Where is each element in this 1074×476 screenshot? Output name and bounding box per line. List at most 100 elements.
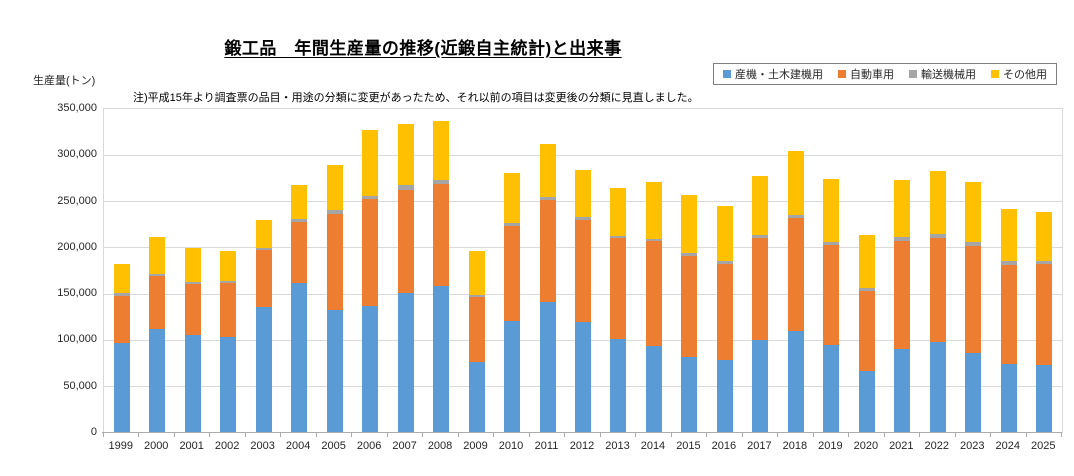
- x-axis-tick: [351, 433, 353, 437]
- x-axis-tick: [209, 433, 211, 437]
- x-tick-label: 2009: [463, 440, 488, 452]
- y-tick-label: 100,000: [57, 333, 97, 346]
- x-tick-label: 2001: [179, 440, 204, 452]
- bar-segment: [716, 359, 733, 433]
- bar-segment: [433, 285, 450, 433]
- x-tick-label: 2022: [924, 440, 950, 452]
- bar-segment: [645, 345, 662, 433]
- legend-swatch: [838, 70, 846, 78]
- bar-segment: [1036, 365, 1053, 433]
- bar-segment: [184, 283, 201, 335]
- bar-segment: [255, 249, 272, 308]
- bar-segment: [504, 172, 521, 223]
- legend-item-label: 産機・土木建機用: [735, 69, 823, 81]
- bar-segment: [291, 219, 308, 222]
- bar-segment: [681, 256, 698, 358]
- bar-segment: [823, 242, 840, 246]
- x-axis-tick: [422, 433, 424, 437]
- bar-segment: [468, 361, 485, 433]
- bar-segment: [610, 338, 627, 433]
- legend-swatch: [991, 70, 999, 78]
- bar-segment: [362, 306, 379, 433]
- x-tick-label: 2002: [214, 440, 240, 452]
- x-tick-label: 2015: [676, 440, 701, 452]
- bar-segment: [681, 195, 698, 254]
- legend-swatch: [723, 70, 731, 78]
- legend: 産機・土木建機用 自動車用 輸送機械用 その他用: [713, 63, 1057, 85]
- bar-segment: [113, 295, 130, 344]
- bar-segment: [326, 309, 343, 433]
- bar-segment: [255, 307, 272, 433]
- bar-segment: [255, 247, 272, 250]
- bar-segment: [858, 287, 875, 292]
- x-tick-label: 2008: [427, 440, 453, 452]
- bar-segment: [149, 329, 166, 433]
- x-axis-tick: [564, 433, 566, 437]
- bar-segment: [752, 340, 769, 433]
- x-tick-label: 2014: [640, 440, 666, 452]
- legend-item: 自動車用: [838, 66, 894, 82]
- bar-segment: [894, 180, 911, 237]
- bar-segment: [1000, 264, 1017, 365]
- x-axis-tick: [386, 433, 388, 437]
- bar-segment: [504, 320, 521, 433]
- x-axis-tick: [848, 433, 850, 437]
- bar-segment: [184, 282, 201, 284]
- y-tick-label: 150,000: [57, 287, 97, 300]
- bar-segment: [752, 237, 769, 341]
- x-axis-tick: [493, 433, 495, 437]
- bar-segment: [716, 260, 733, 264]
- legend-swatch: [909, 70, 917, 78]
- bar-segment: [468, 250, 485, 296]
- bar-segment: [965, 246, 982, 354]
- bar-segment: [433, 183, 450, 286]
- bar-segment: [716, 263, 733, 360]
- bar-segment: [326, 213, 343, 310]
- legend-item: 産機・土木建機用: [723, 66, 823, 82]
- bar-segment: [504, 222, 521, 226]
- bar-segment: [858, 291, 875, 371]
- bar-segment: [787, 214, 804, 219]
- x-tick-label: 2011: [534, 440, 559, 452]
- x-tick-label: 2004: [285, 440, 311, 452]
- bar-segment: [929, 237, 946, 343]
- bar-segment: [575, 217, 591, 221]
- bar-segment: [787, 331, 804, 433]
- bar-segment: [610, 187, 627, 236]
- bar-segment: [965, 182, 982, 243]
- x-tick-label: 2024: [995, 440, 1020, 452]
- x-axis-tick: [280, 433, 282, 437]
- bar-segment: [362, 198, 379, 307]
- legend-item-label: 輸送機械用: [921, 69, 976, 81]
- bar-segment: [397, 184, 414, 190]
- bar-segment: [894, 241, 911, 349]
- x-axis-tick: [244, 433, 246, 437]
- legend-item: その他用: [991, 66, 1047, 82]
- plot-area: [103, 108, 1063, 433]
- bar-segment: [575, 170, 591, 218]
- bar-segment: [929, 233, 946, 238]
- y-axis-title: 生産量(トン): [33, 75, 96, 87]
- x-axis-tick: [599, 433, 601, 437]
- bar-segment: [149, 236, 166, 274]
- bar-segment: [326, 164, 343, 210]
- y-tick-label: 0: [90, 426, 97, 438]
- x-axis-tick: [883, 433, 885, 437]
- bar-segment: [681, 253, 698, 257]
- bar-segment: [220, 336, 237, 433]
- x-axis-tick: [138, 433, 140, 437]
- bar-segment: [645, 238, 662, 242]
- x-axis-tick: [173, 433, 175, 437]
- bar-segment: [362, 130, 379, 196]
- x-tick-label: 2025: [1031, 440, 1056, 452]
- bar-segment: [681, 357, 698, 433]
- bar-segment: [539, 301, 556, 433]
- y-tick-label: 200,000: [57, 240, 97, 253]
- bar-segment: [1036, 211, 1053, 261]
- gridline: [104, 154, 1062, 156]
- x-tick-label: 2020: [853, 440, 879, 452]
- x-tick-label: 2005: [321, 440, 346, 452]
- bar-segment: [1000, 260, 1017, 265]
- x-tick-label: 2021: [889, 440, 914, 452]
- x-axis-tick: [777, 433, 779, 437]
